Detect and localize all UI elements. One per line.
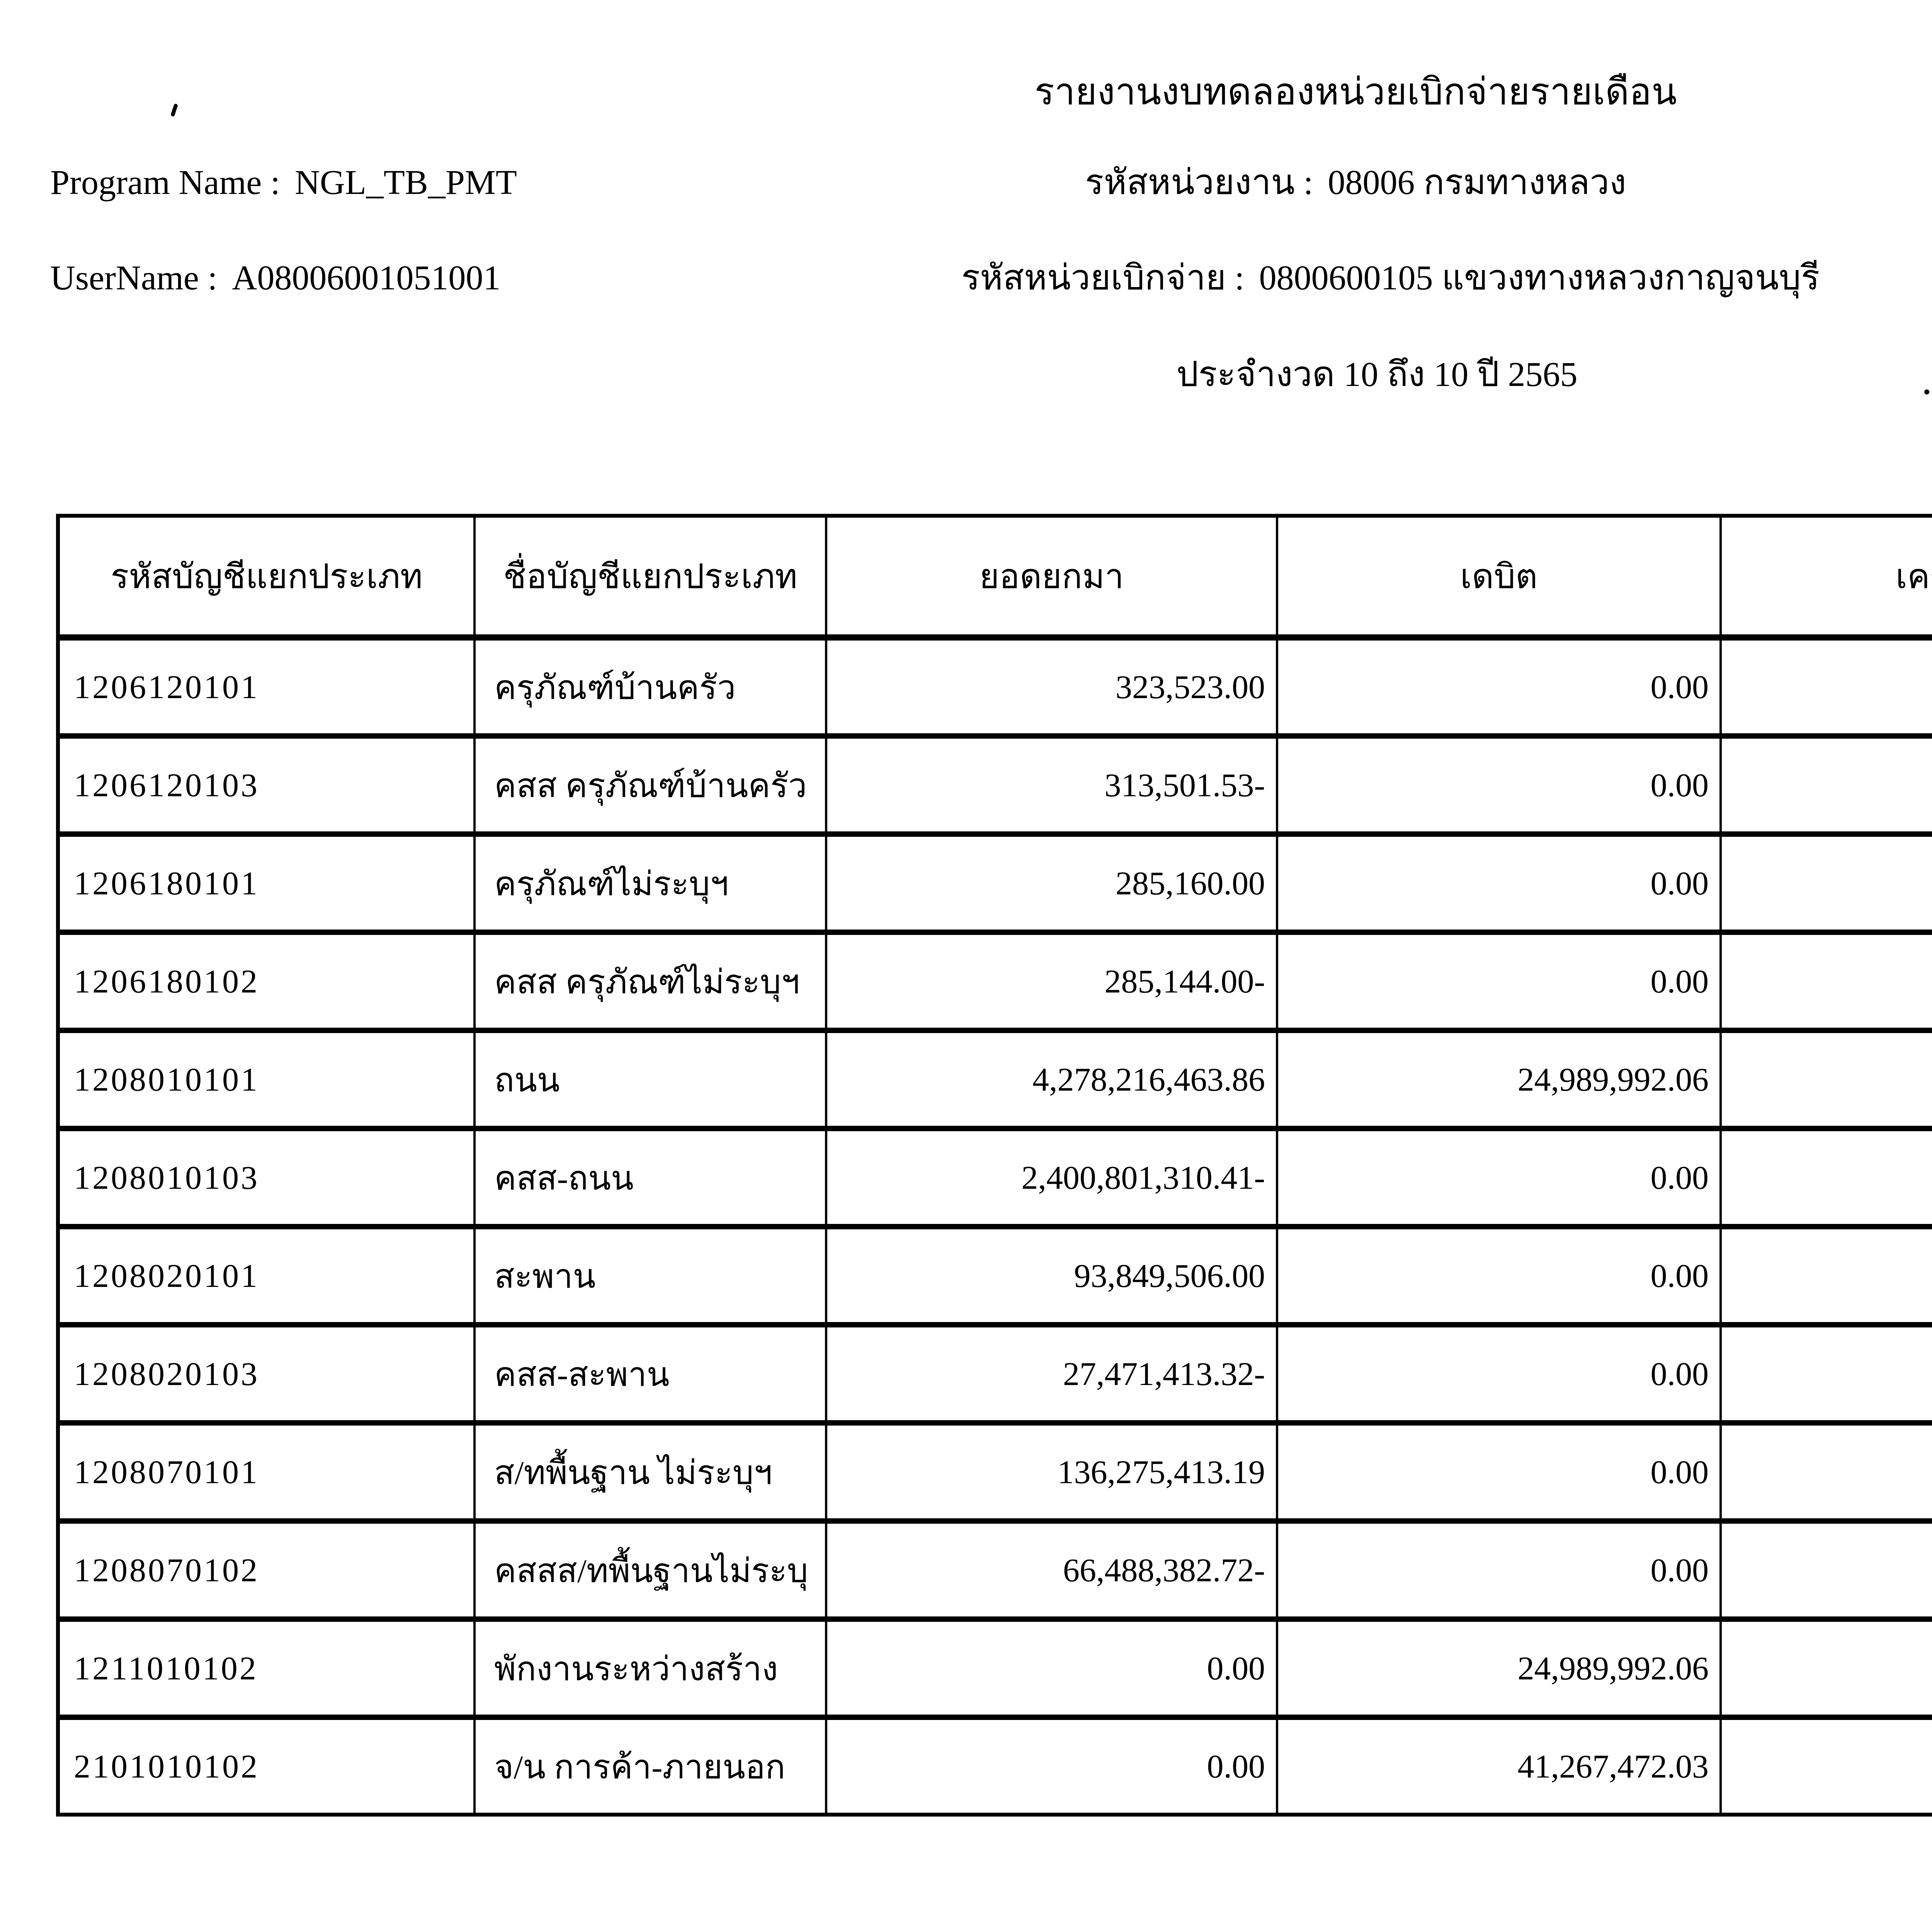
account-name-cell: พักงานระหว่างสร้าง — [474, 1619, 827, 1720]
column-header-debit: เดบิต — [1277, 516, 1722, 641]
account-name-cell: คสสส/ทพื้นฐานไม่ระบุ — [474, 1521, 827, 1622]
table-row: 1208020103คสส-สะพาน27,471,413.32-0.00385… — [58, 1325, 1932, 1426]
account-code-cell: 1206180101 — [58, 834, 476, 935]
bring-forward-cell: 93,849,506.00 — [826, 1227, 1278, 1327]
account-code-cell: 1206120103 — [58, 736, 476, 837]
credit-cell: 385,438.04- — [1721, 1325, 1932, 1426]
table-row: 1206180101 ครุภัณฑ์ไม่ระบุฯ 285,160.00 0.00… — [58, 834, 1932, 935]
table-row: 2101010102 จ/น การค้า-ภายนอก 0.00 41,267,47… — [58, 1717, 1932, 1815]
agency-code-value: 08006 กรมทางหลวง — [1328, 163, 1626, 202]
debit-cell: 0.00 — [1277, 932, 1722, 1033]
bring-forward-cell: 27,471,413.32- — [826, 1325, 1278, 1426]
table-row: 1208020101สะพาน93,849,506.000.000.0093,8… — [58, 1227, 1932, 1327]
debit-cell: 24,989,992.06 — [1277, 1030, 1722, 1131]
disbursement-unit-label: รหัสหน่วยเบิกจ่าย : — [961, 259, 1245, 297]
credit-cell: 0.00 — [1721, 1521, 1932, 1622]
agency-code-label: รหัสหน่วยงาน : — [1085, 163, 1313, 202]
period-text: ประจำงวด 10 ถึง 10 ปี 2565 — [1176, 355, 1578, 394]
column-header-account-code: รหัสบัญชีแยกประเภท — [58, 516, 476, 641]
header-line-2: UserName : A08006001051001 รหัสหน่วยเบิกจ… — [0, 253, 1932, 311]
debit-cell: 24,989,992.06 — [1277, 1619, 1722, 1720]
account-name-cell: คสส-สะพาน — [474, 1325, 827, 1426]
user-name-label: UserName : — [50, 259, 218, 297]
account-name-cell: ส/ทพื้นฐาน ไม่ระบุฯ — [474, 1423, 827, 1524]
table-row: 1208070102 คสสส/ทพื้นฐานไม่ระบุ 66,488,382… — [58, 1521, 1932, 1622]
debit-cell: 0.00 — [1277, 1325, 1722, 1426]
scan-artifact-dot — [1924, 389, 1929, 394]
account-name-cell: สะพาน — [474, 1227, 827, 1327]
table-row: 1206180102 คสส ครุภัณฑ์ไม่ระบุฯ 285,144.00… — [58, 932, 1932, 1033]
account-name-cell: คสส ครุภัณฑ์บ้านครัว — [474, 736, 827, 837]
bring-forward-cell: 323,523.00 — [826, 637, 1278, 739]
account-name-cell: คสส ครุภัณฑ์ไม่ระบุฯ — [474, 932, 827, 1033]
account-code-cell: 1208010103 — [58, 1128, 476, 1229]
table-row: 1206120103 คสส ครุภัณฑ์บ้านครัว 313,501.53… — [58, 736, 1932, 837]
credit-cell: 36,597,876.81- — [1721, 1128, 1932, 1229]
account-code-cell: 2101010102 — [58, 1717, 476, 1815]
bring-forward-cell: 4,278,216,463.86 — [826, 1030, 1278, 1131]
credit-cell: 83,934,519.78- — [1721, 1717, 1932, 1815]
debit-cell: 0.00 — [1277, 1128, 1722, 1229]
bring-forward-cell: 0.00 — [826, 1717, 1278, 1815]
disbursement-unit-field: รหัสหน่วยเบิกจ่าย : 0800600105 แขวงทางหลว… — [961, 253, 1820, 303]
account-code-cell: 1208020101 — [58, 1227, 476, 1327]
bring-forward-cell: 2,400,801,310.41- — [826, 1128, 1278, 1229]
bring-forward-cell: 285,160.00 — [826, 834, 1278, 935]
debit-cell: 0.00 — [1277, 637, 1722, 739]
user-name-value: A08006001051001 — [232, 259, 501, 297]
table-row: 1206120101 ครุภัณฑ์บ้านครัว 323,523.00 0.00… — [58, 637, 1932, 739]
account-code-cell: 1208070102 — [58, 1521, 476, 1622]
credit-cell: 0.00 — [1721, 1030, 1932, 1131]
agency-code-field: รหัสหน่วยงาน : 08006 กรมทางหลวง — [1085, 158, 1626, 208]
account-code-cell: 1206180102 — [58, 932, 476, 1033]
account-name-cell: ครุภัณฑ์บ้านครัว — [474, 637, 827, 739]
account-code-cell: 1208010101 — [58, 1030, 476, 1131]
bring-forward-cell: 0.00 — [826, 1619, 1278, 1720]
table-row: 1208010103คสส-ถนน2,400,801,310.41-0.0036… — [58, 1128, 1932, 1229]
table-row: 1211010102 พักงานระหว่างสร้าง 0.00 24,989,9… — [58, 1619, 1932, 1720]
table-row: 1208070101 ส/ทพื้นฐาน ไม่ระบุฯ 136,275,413… — [58, 1423, 1932, 1524]
column-header-account-name: ชื่อบัญชีแยกประเภท — [474, 516, 827, 641]
credit-cell: 904.31- — [1721, 736, 1932, 837]
disbursement-unit-value: 0800600105 แขวงทางหลวงกาญจนบุรี — [1259, 259, 1820, 297]
bring-forward-cell: 313,501.53- — [826, 736, 1278, 837]
header-line-1: Program Name : NGL_TB_PMT รหัสหน่วยงาน : 0… — [0, 158, 1932, 216]
debit-cell: 0.00 — [1277, 736, 1722, 837]
program-name-label: Program Name : — [50, 163, 280, 202]
credit-cell: 0.00 — [1721, 1227, 1932, 1327]
debit-cell: 0.00 — [1277, 834, 1722, 935]
user-name-field: UserName : A08006001051001 — [50, 253, 500, 303]
table-header-row: รหัสบัญชีแยกประเภท ชื่อบัญชีแยกประเภท ยอ… — [58, 516, 1932, 641]
credit-cell: 0.00 — [1721, 637, 1932, 739]
account-name-cell: ครุภัณฑ์ไม่ระบุฯ — [474, 834, 827, 935]
account-name-cell: จ/น การค้า-ภายนอก — [474, 1717, 827, 1815]
table-row: 1208010101 ถนน 4,278,216,463.86 24,989,992.… — [58, 1030, 1932, 1131]
program-name-value: NGL_TB_PMT — [294, 163, 517, 202]
account-name-cell: คสส-ถนน — [474, 1128, 827, 1229]
column-header-credit: เครดิต — [1721, 516, 1932, 641]
credit-cell: 0.00 — [1721, 1423, 1932, 1524]
program-name-field: Program Name : NGL_TB_PMT — [50, 158, 517, 208]
page-title: รายงานงบทดลองหน่วยเบิกจ่ายรายเดือน — [1034, 71, 1677, 112]
credit-cell: 0.00 — [1721, 834, 1932, 935]
account-code-cell: 1211010102 — [58, 1619, 476, 1720]
credit-cell: 24,989,992.06- — [1721, 1619, 1932, 1720]
trial-balance-table: รหัสบัญชีแยกประเภท ชื่อบัญชีแยกประเภท ยอ… — [56, 514, 1932, 1817]
debit-cell: 41,267,472.03 — [1277, 1717, 1722, 1815]
account-code-cell: 1208020103 — [58, 1325, 476, 1426]
header-line-3: ประจำงวด 10 ถึง 10 ปี 2565 Report time :… — [0, 350, 1932, 408]
credit-cell: 0.00 — [1721, 932, 1932, 1033]
column-header-bring-forward: ยอดยกมา — [826, 516, 1278, 641]
debit-cell: 0.00 — [1277, 1227, 1722, 1327]
bring-forward-cell: 136,275,413.19 — [826, 1423, 1278, 1524]
account-code-cell: 1208070101 — [58, 1423, 476, 1524]
table-body: 1206120101 ครุภัณฑ์บ้านครัว 323,523.00 0.00… — [58, 637, 1932, 1815]
bring-forward-cell: 66,488,382.72- — [826, 1521, 1278, 1622]
bring-forward-cell: 285,144.00- — [826, 932, 1278, 1033]
account-code-cell: 1206120101 — [58, 637, 476, 739]
debit-cell: 0.00 — [1277, 1521, 1722, 1622]
debit-cell: 0.00 — [1277, 1423, 1722, 1524]
account-name-cell: ถนน — [474, 1030, 827, 1131]
